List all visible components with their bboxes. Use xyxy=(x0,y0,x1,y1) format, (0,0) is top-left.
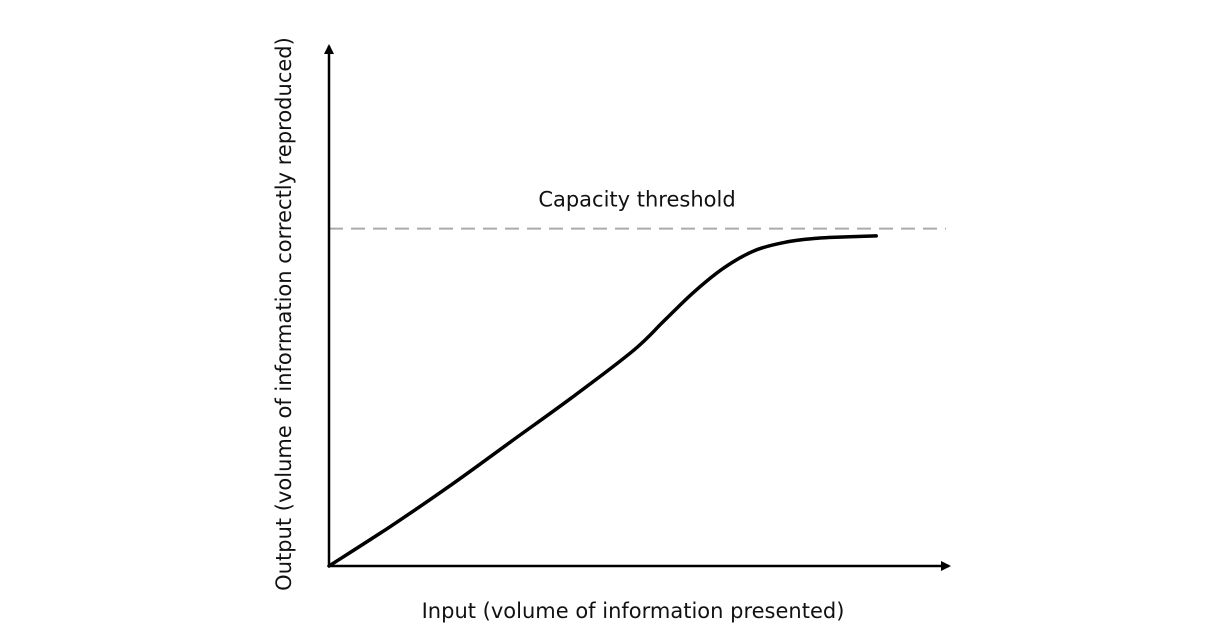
capacity-threshold-label: Capacity threshold xyxy=(538,188,735,212)
x-axis-label: Input (volume of information presented) xyxy=(422,599,845,623)
series-line xyxy=(327,234,878,568)
y-axis-label: Output (volume of information correctly … xyxy=(272,37,296,591)
